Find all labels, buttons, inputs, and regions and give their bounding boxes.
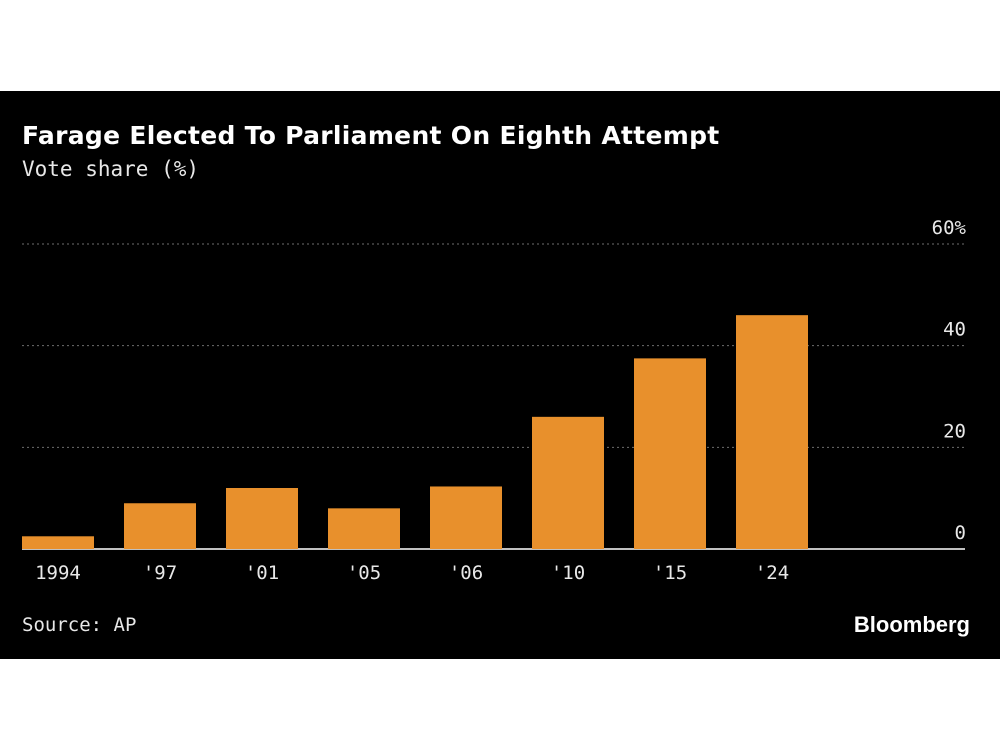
y-tick-labels: 0 20 40 60%	[932, 217, 967, 544]
bar	[532, 416, 604, 549]
y-tick-label: 0	[955, 522, 966, 544]
x-tick-label: '97	[143, 562, 177, 584]
x-tick-label: 1994	[35, 562, 81, 584]
source-note: Source: AP	[22, 614, 137, 636]
bloomberg-logo: Bloomberg	[853, 612, 970, 637]
x-tick-label: '10	[551, 562, 585, 584]
chart-panel: Farage Elected To Parliament On Eighth A…	[0, 91, 1000, 659]
bar-chart: 1994 '97 '01 '05 '06 '10 '15 '24 0 20 40 60%	[22, 217, 967, 584]
x-tick-label: '01	[245, 562, 279, 584]
bar	[22, 536, 94, 549]
bar	[124, 503, 196, 549]
bar	[430, 486, 502, 549]
chart-title: Farage Elected To Parliament On Eighth A…	[22, 121, 720, 150]
bars	[22, 315, 808, 549]
x-tick-label: '06	[449, 562, 483, 584]
x-tick-label: '05	[347, 562, 381, 584]
x-tick-label: '24	[755, 562, 789, 584]
bar	[328, 508, 400, 549]
bar	[226, 488, 298, 549]
y-tick-label: 60%	[932, 217, 967, 239]
y-tick-label: 20	[943, 420, 966, 442]
y-tick-label: 40	[943, 319, 966, 341]
bar	[634, 358, 706, 549]
chart-subtitle: Vote share (%)	[22, 157, 200, 181]
bar	[736, 315, 808, 549]
x-tick-label: '15	[653, 562, 687, 584]
x-tick-labels: 1994 '97 '01 '05 '06 '10 '15 '24	[35, 562, 789, 584]
